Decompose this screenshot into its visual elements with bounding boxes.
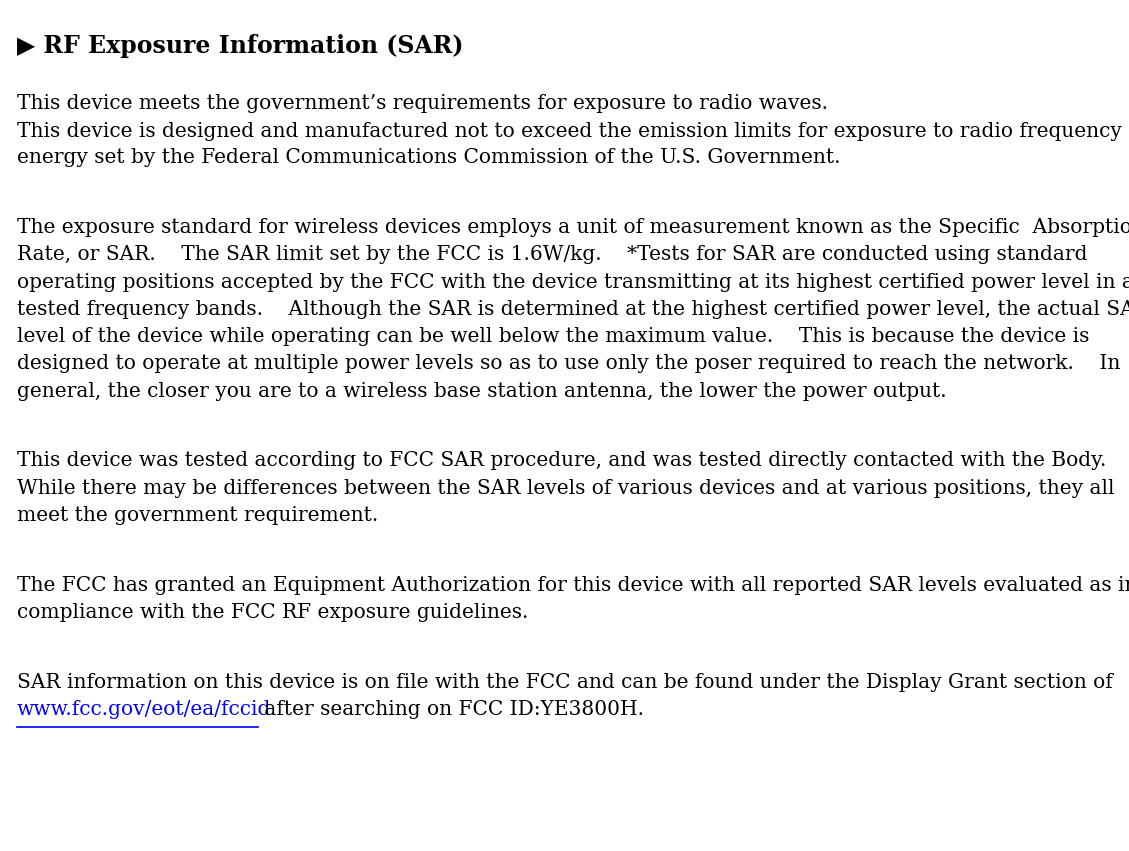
Text: general, the closer you are to a wireless base station antenna, the lower the po: general, the closer you are to a wireles…	[17, 381, 946, 401]
Text: operating positions accepted by the FCC with the device transmitting at its high: operating positions accepted by the FCC …	[17, 272, 1129, 292]
Text: designed to operate at multiple power levels so as to use only the poser require: designed to operate at multiple power le…	[17, 354, 1120, 374]
Text: meet the government requirement.: meet the government requirement.	[17, 505, 378, 525]
Text: The exposure standard for wireless devices employs a unit of measurement known a: The exposure standard for wireless devic…	[17, 218, 1129, 237]
Text: While there may be differences between the SAR levels of various devices and at : While there may be differences between t…	[17, 478, 1114, 498]
Text: level of the device while operating can be well below the maximum value.    This: level of the device while operating can …	[17, 327, 1089, 346]
Text: This device was tested according to FCC SAR procedure, and was tested directly c: This device was tested according to FCC …	[17, 451, 1106, 471]
Text: www.fcc.gov/eot/ea/fccid: www.fcc.gov/eot/ea/fccid	[17, 700, 271, 719]
Text: The FCC has granted an Equipment Authorization for this device with all reported: The FCC has granted an Equipment Authori…	[17, 575, 1129, 595]
Text: This device meets the government’s requirements for exposure to radio waves.: This device meets the government’s requi…	[17, 94, 828, 113]
Text: tested frequency bands.    Although the SAR is determined at the highest certifi: tested frequency bands. Although the SAR…	[17, 300, 1129, 319]
Text: ▶ RF Exposure Information (SAR): ▶ RF Exposure Information (SAR)	[17, 34, 463, 58]
Text: compliance with the FCC RF exposure guidelines.: compliance with the FCC RF exposure guid…	[17, 603, 528, 622]
Text: after searching on FCC ID:YE3800H.: after searching on FCC ID:YE3800H.	[259, 700, 644, 719]
Text: Rate, or SAR.    The SAR limit set by the FCC is 1.6W/kg.    *Tests for SAR are : Rate, or SAR. The SAR limit set by the F…	[17, 245, 1087, 265]
Text: energy set by the Federal Communications Commission of the U.S. Government.: energy set by the Federal Communications…	[17, 148, 840, 168]
Text: SAR information on this device is on file with the FCC and can be found under th: SAR information on this device is on fil…	[17, 672, 1112, 692]
Text: This device is designed and manufactured not to exceed the emission limits for e: This device is designed and manufactured…	[17, 121, 1129, 140]
